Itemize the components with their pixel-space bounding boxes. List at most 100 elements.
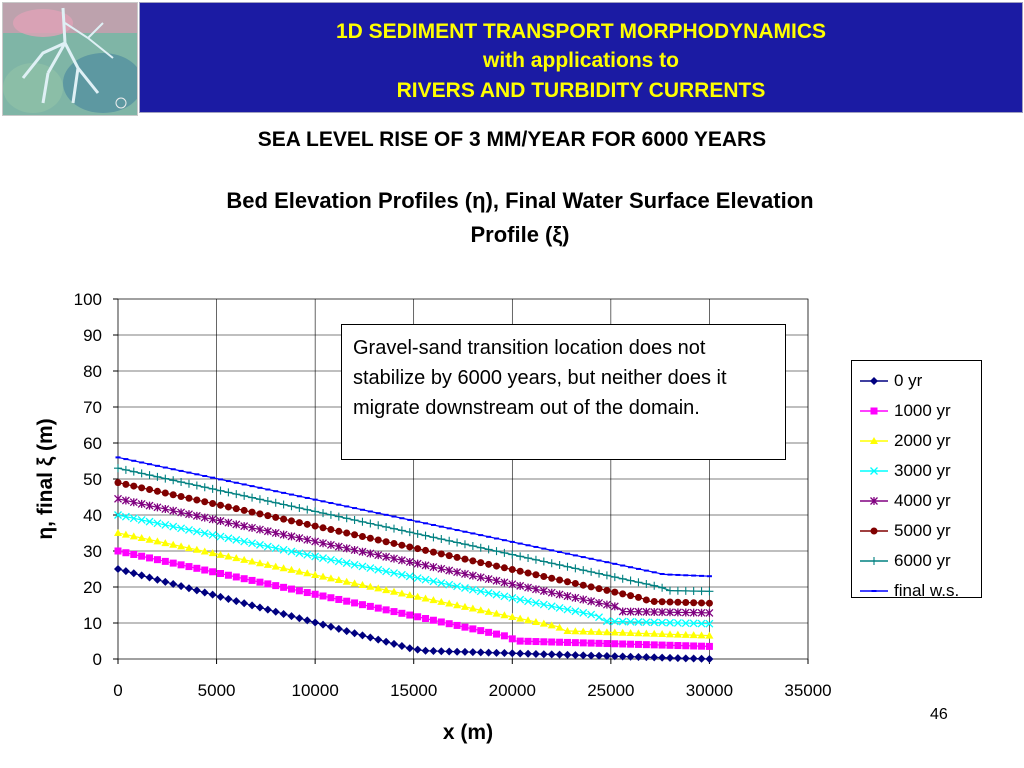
data-point	[610, 628, 619, 636]
data-point	[232, 597, 241, 606]
data-point	[689, 619, 698, 628]
data-point	[342, 627, 351, 636]
data-point	[682, 598, 690, 606]
chart-legend: 0 yr 1000 yr 2000 yr 3000 yr 4000 yr 5000 yr 6…	[851, 360, 982, 600]
data-point	[146, 554, 154, 562]
data-point	[555, 560, 564, 569]
data-point	[287, 612, 296, 621]
data-point	[208, 484, 217, 493]
data-point	[437, 535, 446, 544]
data-point	[461, 623, 469, 631]
data-point	[524, 569, 532, 577]
data-point	[201, 566, 209, 574]
data-point	[421, 594, 430, 602]
data-point	[240, 537, 249, 546]
y-axis-label: η, final ξ (m)	[34, 418, 57, 539]
data-point	[326, 540, 335, 549]
data-point	[137, 571, 146, 580]
data-point	[129, 467, 138, 476]
data-point	[705, 608, 714, 617]
data-point	[366, 519, 375, 528]
y-tick-label: 80	[83, 362, 102, 381]
data-point	[217, 570, 225, 578]
data-point	[674, 598, 682, 606]
data-point	[445, 552, 453, 560]
legend-swatch	[860, 437, 888, 444]
data-point	[263, 605, 272, 614]
data-point	[303, 505, 312, 514]
data-point	[169, 579, 178, 588]
series-final-w-s-	[115, 456, 712, 578]
data-point	[437, 647, 446, 656]
data-point	[540, 572, 548, 580]
data-point	[177, 508, 186, 517]
legend-swatch	[860, 557, 888, 565]
data-point	[673, 630, 682, 638]
legend-item: 5000 yr	[856, 517, 978, 547]
data-point	[232, 535, 241, 544]
data-point	[602, 652, 611, 661]
data-point	[169, 476, 178, 485]
data-point	[500, 649, 509, 658]
data-point	[602, 571, 611, 580]
data-point	[705, 655, 714, 663]
x-tick-label: 5000	[198, 681, 236, 700]
data-point	[437, 550, 445, 558]
data-point	[469, 557, 477, 565]
data-point	[531, 585, 540, 594]
data-point	[366, 633, 375, 642]
data-point	[595, 639, 603, 647]
data-point	[192, 511, 201, 520]
y-tick-label: 30	[83, 542, 102, 561]
data-point	[681, 630, 690, 638]
data-point	[263, 542, 272, 551]
data-point	[138, 552, 146, 560]
data-point	[390, 569, 398, 578]
data-point	[358, 517, 367, 526]
data-point	[516, 595, 525, 604]
data-point	[224, 594, 233, 603]
legend-item: 0 yr	[856, 367, 978, 397]
data-point	[350, 516, 359, 525]
data-point	[287, 532, 296, 541]
data-point	[279, 564, 288, 572]
legend-marker	[870, 467, 878, 475]
data-point	[295, 549, 304, 558]
data-point	[453, 538, 462, 547]
data-point	[508, 580, 517, 589]
legend-item: 6000 yr	[856, 547, 978, 577]
data-point	[650, 598, 658, 606]
data-point	[129, 569, 138, 578]
x-tick-label: 30000	[686, 681, 733, 700]
legend-swatch	[860, 497, 888, 505]
y-tick-label: 40	[83, 506, 102, 525]
x-tick-label: 15000	[390, 681, 437, 700]
data-point	[642, 579, 651, 588]
data-point	[579, 566, 588, 575]
data-point	[626, 607, 635, 616]
data-point	[169, 540, 178, 548]
data-point	[476, 543, 485, 552]
data-point	[161, 577, 170, 586]
data-point	[476, 606, 485, 614]
legend-item: 1000 yr	[856, 397, 978, 427]
data-point	[689, 587, 698, 596]
data-point	[698, 599, 706, 607]
data-point	[326, 574, 335, 582]
legend-label: 3000 yr	[894, 461, 951, 480]
data-point	[563, 592, 572, 601]
data-point	[295, 534, 304, 543]
data-point	[287, 585, 295, 593]
data-point	[240, 506, 248, 514]
data-point	[405, 572, 414, 581]
data-point	[382, 637, 391, 646]
legend-swatch	[860, 407, 888, 415]
data-point	[240, 555, 249, 563]
data-point	[508, 612, 517, 620]
data-point	[460, 647, 469, 656]
data-point	[437, 564, 446, 573]
data-point	[437, 618, 445, 626]
data-point	[429, 563, 438, 572]
data-point	[618, 652, 627, 661]
data-point	[319, 524, 327, 532]
